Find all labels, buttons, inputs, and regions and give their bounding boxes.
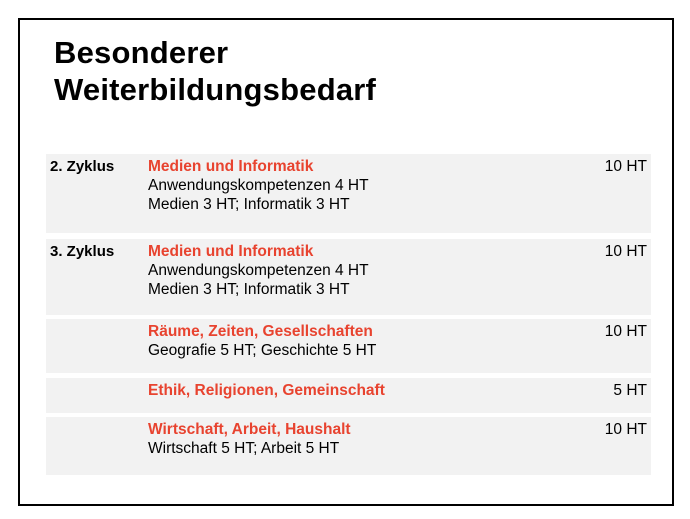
subject-heading: Ethik, Religionen, Gemeinschaft bbox=[148, 382, 385, 399]
slide-title: Besonderer Weiterbildungsbedarf bbox=[54, 34, 376, 108]
subject-detail: Medien 3 HT; Informatik 3 HT bbox=[148, 281, 350, 298]
table-row: 3. Zyklus Medien und Informatik Anwendun… bbox=[46, 239, 651, 315]
subject-heading: Medien und Informatik bbox=[148, 243, 314, 260]
subject-heading: Räume, Zeiten, Gesellschaften bbox=[148, 323, 373, 340]
subject-detail: Geografie 5 HT; Geschichte 5 HT bbox=[148, 342, 377, 359]
subject-detail: Medien 3 HT; Informatik 3 HT bbox=[148, 196, 350, 213]
subject-heading: Medien und Informatik bbox=[148, 158, 314, 175]
cycle-label: 2. Zyklus bbox=[50, 158, 115, 175]
title-line-2: Weiterbildungsbedarf bbox=[54, 72, 377, 107]
hours-value: 10 HT bbox=[604, 243, 647, 260]
cycle-label: 3. Zyklus bbox=[50, 243, 115, 260]
hours-value: 10 HT bbox=[604, 323, 647, 340]
subject-heading: Wirtschaft, Arbeit, Haushalt bbox=[148, 421, 351, 438]
subject-detail: Wirtschaft 5 HT; Arbeit 5 HT bbox=[148, 440, 340, 457]
hours-value: 10 HT bbox=[604, 158, 647, 175]
hours-value: 10 HT bbox=[604, 421, 647, 438]
title-line-1: Besonderer bbox=[54, 35, 229, 70]
table-row: Ethik, Religionen, Gemeinschaft 5 HT bbox=[46, 378, 651, 413]
hours-value: 5 HT bbox=[613, 382, 647, 399]
subject-detail: Anwendungskompetenzen 4 HT bbox=[148, 262, 369, 279]
table-row: Räume, Zeiten, Gesellschaften Geografie … bbox=[46, 319, 651, 373]
table-row: 2. Zyklus Medien und Informatik Anwendun… bbox=[46, 154, 651, 233]
slide-frame: Besonderer Weiterbildungsbedarf 2. Zyklu… bbox=[18, 18, 674, 506]
table-row: Wirtschaft, Arbeit, Haushalt Wirtschaft … bbox=[46, 417, 651, 475]
subject-detail: Anwendungskompetenzen 4 HT bbox=[148, 177, 369, 194]
